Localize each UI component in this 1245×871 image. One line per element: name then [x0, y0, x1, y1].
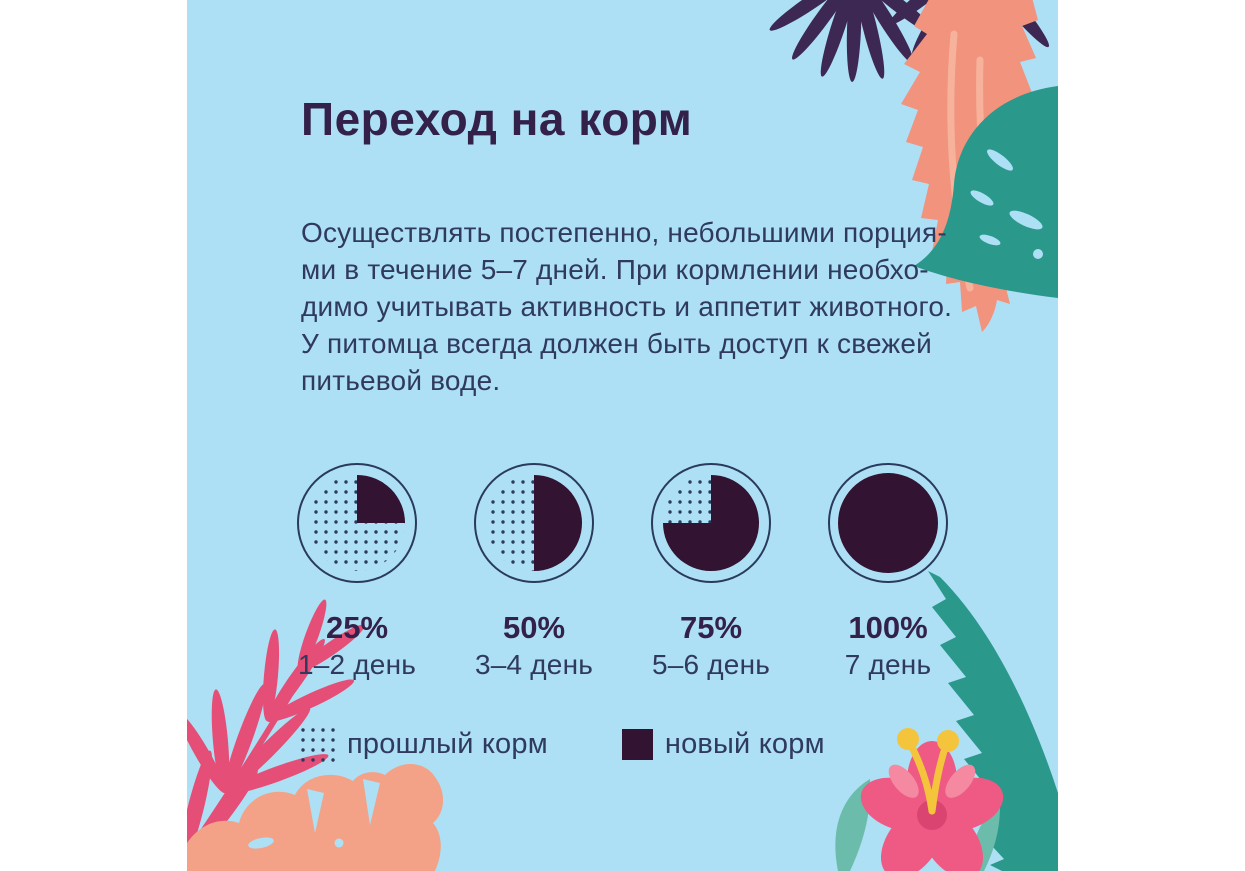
legend-item-new-food: новый корм	[621, 727, 825, 761]
pie-chart-day-1-2	[292, 458, 422, 588]
day-label: 5–6 день	[651, 649, 771, 680]
chart-legend: прошлый корм новый корм	[299, 722, 825, 766]
day-label-row: 1–2 день 3–4 день 5–6 день 7 день	[292, 649, 953, 681]
pie-chart-day-3-4	[469, 458, 599, 588]
day-label: 7 день	[844, 649, 932, 680]
description-text: Осуществлять постепенно, небольшими порц…	[301, 217, 953, 396]
hibiscus-flower-icon	[860, 728, 1004, 871]
tropical-leaves-bottom-right	[835, 571, 1058, 871]
new-food-solid-swatch-icon	[621, 728, 653, 760]
purple-palm-leaves-icon	[769, 0, 1050, 82]
percent-label: 75%	[679, 610, 743, 645]
legend-item-old-food: прошлый корм	[299, 726, 548, 762]
pie-chart-day-7	[823, 458, 953, 588]
day-label: 1–2 день	[297, 649, 417, 680]
percent-label: 100%	[848, 610, 928, 645]
percent-label-row: 25% 50% 75% 100%	[292, 610, 953, 646]
pie-chart-row	[292, 458, 953, 588]
day-label: 3–4 день	[474, 649, 594, 680]
new-food-legend-label: новый корм	[664, 727, 825, 760]
page-title: Переход на корм	[301, 93, 693, 145]
percent-label: 25%	[325, 610, 389, 645]
old-food-legend-label: прошлый корм	[347, 727, 548, 760]
salmon-monstera-leaf-icon	[187, 763, 444, 871]
percent-label: 50%	[502, 610, 566, 645]
infographic-card: Переход на корм Осуществлять постепенно,…	[187, 0, 1058, 871]
old-food-dotted-swatch-icon	[299, 726, 335, 762]
pie-chart-day-5-6	[646, 458, 776, 588]
